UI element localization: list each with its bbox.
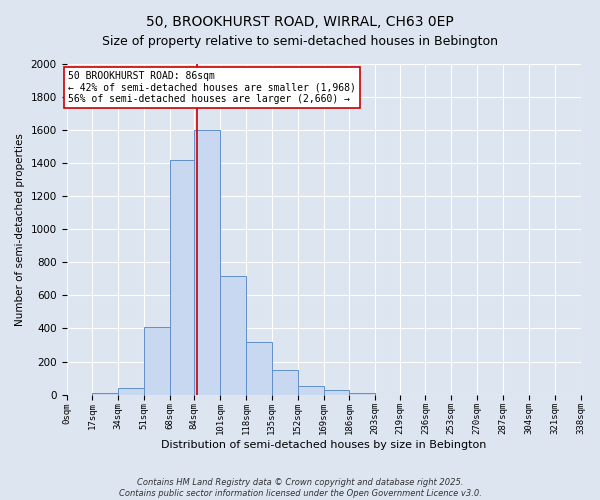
X-axis label: Distribution of semi-detached houses by size in Bebington: Distribution of semi-detached houses by … <box>161 440 486 450</box>
Text: 50 BROOKHURST ROAD: 86sqm
← 42% of semi-detached houses are smaller (1,968)
56% : 50 BROOKHURST ROAD: 86sqm ← 42% of semi-… <box>68 70 356 104</box>
Bar <box>298 386 323 394</box>
Text: Contains HM Land Registry data © Crown copyright and database right 2025.
Contai: Contains HM Land Registry data © Crown c… <box>119 478 481 498</box>
Text: 50, BROOKHURST ROAD, WIRRAL, CH63 0EP: 50, BROOKHURST ROAD, WIRRAL, CH63 0EP <box>146 15 454 29</box>
Bar <box>144 327 170 394</box>
Bar <box>170 160 194 394</box>
Bar <box>92 393 118 394</box>
Bar <box>323 390 349 394</box>
Bar <box>194 130 220 394</box>
Text: Size of property relative to semi-detached houses in Bebington: Size of property relative to semi-detach… <box>102 35 498 48</box>
Bar <box>349 393 375 394</box>
Bar <box>220 276 246 394</box>
Y-axis label: Number of semi-detached properties: Number of semi-detached properties <box>15 133 25 326</box>
Bar <box>246 342 272 394</box>
Bar <box>272 370 298 394</box>
Bar <box>118 388 144 394</box>
